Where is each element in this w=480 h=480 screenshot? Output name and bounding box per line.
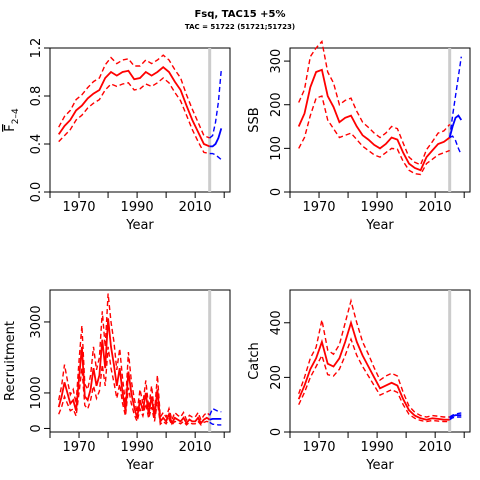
catch-x-tick-label: 1970	[302, 440, 335, 455]
fbar-y-tick-label: 0.8	[29, 86, 44, 107]
recruitment-historical-median-line	[57, 318, 211, 426]
ssb-projection-lower-line	[449, 135, 462, 156]
ssb-x-tick-label: 1970	[302, 200, 335, 215]
recruitment-x-tick-label: 2010	[179, 440, 212, 455]
recruitment-y-tick-label: 3000	[29, 305, 44, 338]
ssb-projection-upper-line	[449, 56, 462, 138]
catch-x-tick-label: 2010	[419, 440, 452, 455]
ssb-y-tick-label: 200	[269, 92, 284, 117]
fbar-x-tick-label: 2010	[179, 200, 212, 215]
recruitment-projection-lower-line	[209, 421, 222, 426]
recruitment-y-tick-label: 1000	[29, 376, 44, 409]
ssb-plot-frame	[289, 47, 471, 193]
recruitment-x-tick-label: 1970	[62, 440, 95, 455]
ssb-x-axis-title: Year	[365, 218, 394, 233]
fbar-y-axis-title: F2–4	[3, 108, 21, 132]
catch-projection-median-line	[449, 414, 462, 420]
recruitment-x-tick-label: 1990	[121, 440, 154, 455]
catch-historical-lower-line	[298, 337, 450, 423]
fbar-projection-median-line	[209, 128, 223, 148]
recruitment-projection-median-line	[209, 417, 222, 421]
recruitment-y-tick-label: 0	[29, 424, 44, 432]
fbar-plot-frame	[49, 47, 231, 193]
catch-y-tick-label: 400	[269, 310, 284, 335]
fbar-projection-lower-line	[209, 152, 222, 161]
fbar-x-axis-title: Year	[125, 218, 154, 233]
catch-projection-upper-line	[449, 412, 462, 418]
catch-x-axis-title: Year	[365, 458, 394, 473]
fbar-historical-median-line	[57, 66, 211, 148]
ssb-y-tick-label: 100	[269, 136, 284, 161]
fbar-x-tick-label: 1990	[121, 200, 154, 215]
catch-y-tick-label: 0	[269, 428, 284, 436]
fbar-historical-lower-line	[58, 77, 210, 155]
catch-projection-lower-line	[449, 416, 462, 421]
ssb-historical-upper-line	[298, 39, 451, 166]
fbar-y-tick-label: 0.0	[29, 182, 44, 203]
fbar-projection-upper-line	[209, 69, 222, 139]
ssb-x-tick-label: 1990	[361, 200, 394, 215]
ssb-y-tick-label: 0	[269, 188, 284, 196]
recruitment-projection-upper-line	[209, 407, 222, 416]
ssb-y-axis-title: SSB	[247, 107, 262, 132]
ssb-projection-median-line	[448, 114, 463, 138]
fbar-y-tick-label: 0.4	[29, 134, 44, 155]
fbar-x-tick-label: 1970	[62, 200, 95, 215]
ssb-historical-lower-line	[298, 95, 450, 176]
fbar-historical-upper-line	[58, 54, 210, 139]
catch-historical-median-line	[297, 319, 450, 421]
ssb-y-tick-label: 300	[269, 49, 284, 74]
ssb-x-tick-label: 2010	[419, 200, 452, 215]
recruitment-x-axis-title: Year	[125, 458, 154, 473]
catch-y-axis-title: Catch	[247, 342, 262, 380]
catch-x-tick-label: 1990	[361, 440, 394, 455]
catch-historical-upper-line	[298, 298, 450, 418]
figure-subtitle: TAC = 51722 (51721;51723)	[184, 23, 296, 31]
ssb-historical-median-line	[297, 68, 451, 172]
figure-title: Fsq, TAC15 +5%	[194, 9, 286, 20]
recruitment-y-axis-title: Recruitment	[3, 321, 18, 401]
catch-y-tick-label: 200	[269, 365, 284, 390]
fbar-y-tick-label: 1.2	[29, 38, 44, 59]
catch-plot-frame	[289, 289, 471, 433]
recruitment-plot-frame	[49, 289, 231, 433]
